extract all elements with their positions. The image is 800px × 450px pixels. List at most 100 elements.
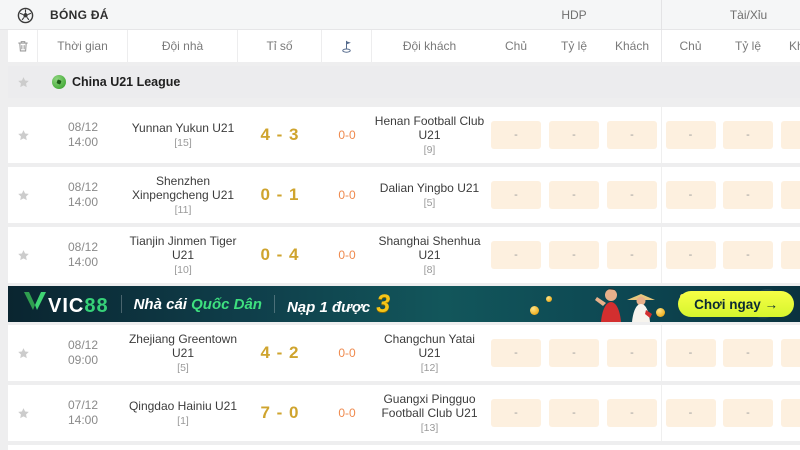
half-time-score: 0-0: [338, 406, 356, 420]
match-row: 08/12 14:00 Tianjin Jinmen Tiger U21 [10] …: [8, 227, 800, 283]
banner-tagline-2: Nạp 1 được 3: [286, 289, 391, 318]
odds-ou-rate[interactable]: -: [723, 121, 773, 149]
favorite-star-icon[interactable]: [8, 407, 38, 420]
corner-flag-icon[interactable]: [322, 30, 372, 62]
vic88-v-icon: [24, 292, 46, 310]
banner-divider: [273, 295, 275, 313]
odds-hdp-away[interactable]: -: [607, 241, 657, 269]
odds-hdp-away[interactable]: -: [607, 121, 657, 149]
coin-icon: [546, 296, 552, 302]
banner-people-illustration: [595, 288, 655, 322]
away-team[interactable]: Guangxi Pingguo Football Club U21 [13]: [381, 392, 478, 434]
odds-hdp-home[interactable]: -: [491, 339, 541, 367]
half-time-score: 0-0: [338, 346, 356, 360]
away-team[interactable]: Shanghai Shenhua U21 [8]: [378, 234, 481, 276]
odds-hdp-rate[interactable]: -: [549, 339, 599, 367]
odds-hdp-home[interactable]: -: [491, 241, 541, 269]
full-time-score: 7 - 0: [260, 403, 300, 422]
header-hdp-odds: Tỷ lệ: [560, 39, 587, 53]
odds-hdp-rate[interactable]: -: [549, 241, 599, 269]
banner-tagline-1: Nhà cái Quốc Dân: [133, 295, 262, 313]
odds-ou-rate[interactable]: -: [723, 241, 773, 269]
league-name: China U21 League: [72, 75, 181, 89]
play-now-button[interactable]: Chơi ngay →: [678, 291, 794, 317]
header-hdp-home: Chủ: [504, 39, 527, 53]
home-team[interactable]: Shenzhen Xinpengcheng U21 [11]: [131, 174, 235, 216]
away-team[interactable]: Dalian Yingbo U21 [5]: [379, 181, 480, 209]
odds-ou-rate[interactable]: -: [723, 399, 773, 427]
header-score: Tỉ số: [238, 30, 322, 62]
banner-divider: [120, 295, 122, 313]
column-group-over-under: Tài/Xỉu: [661, 0, 800, 30]
odds-ou-away[interactable]: -: [781, 121, 800, 149]
favorite-star-icon[interactable]: [8, 129, 38, 142]
match-row: 08/12 14:00 Yunnan Yukun U21 [15] 4 - 3 0-…: [8, 107, 800, 163]
odds-ou-home[interactable]: -: [665, 241, 716, 269]
table-header: Thời gian Đội nhà Tỉ số Đội khách Chủ Tỷ…: [8, 30, 800, 62]
home-team[interactable]: Yunnan Yukun U21 [15]: [131, 121, 235, 149]
coin-icon: [656, 308, 665, 317]
match-row: 08/12 09:00 Zhejiang Greentown U21 [5] 4 -…: [8, 325, 800, 381]
vic88-logo: VIC 88: [22, 290, 109, 318]
top-bar: BÓNG ĐÁ HDP Tài/Xỉu: [0, 0, 800, 30]
coin-icon: [530, 306, 539, 315]
away-team[interactable]: Henan Football Club U21 [9]: [374, 114, 485, 156]
odds-hdp-rate[interactable]: -: [549, 181, 599, 209]
odds-ou-home[interactable]: -: [665, 121, 716, 149]
home-team[interactable]: Qingdao Hainiu U21 [1]: [128, 399, 238, 427]
match-row: 08/12 14:00 Shenzhen Xinpengcheng U21 [11]…: [8, 167, 800, 223]
odds-hdp-home[interactable]: -: [491, 121, 541, 149]
home-team[interactable]: Tianjin Jinmen Tiger U21 [10]: [129, 234, 237, 276]
header-away-team: Đội khách: [402, 39, 457, 53]
match-time: 08/12 09:00: [67, 338, 99, 367]
odds-hdp-rate[interactable]: -: [549, 399, 599, 427]
half-time-score: 0-0: [338, 188, 356, 202]
half-time-score: 0-0: [338, 248, 356, 262]
header-ou-home: Chủ: [661, 30, 719, 62]
odds-ou-rate[interactable]: -: [723, 181, 773, 209]
odds-ou-away[interactable]: -: [781, 399, 800, 427]
sport-title: BÓNG ĐÁ: [50, 8, 109, 22]
away-team[interactable]: Changchun Yatai U21 [12]: [384, 332, 475, 374]
odds-ou-rate[interactable]: -: [723, 339, 773, 367]
match-time: 08/12 14:00: [67, 240, 99, 269]
match-time: 07/12 14:00: [67, 398, 99, 427]
header-ou-away: Khách: [788, 39, 800, 53]
odds-hdp-away[interactable]: -: [607, 399, 657, 427]
league-favorite-star-icon[interactable]: [8, 76, 38, 89]
odds-hdp-away[interactable]: -: [607, 181, 657, 209]
odds-ou-home[interactable]: -: [665, 339, 716, 367]
header-home-team: Đội nhà: [128, 30, 238, 62]
odds-ou-home[interactable]: -: [665, 399, 716, 427]
league-row[interactable]: China U21 League: [8, 66, 800, 98]
match-row: 07/12 14:00 Qingdao Hainiu U21 [1] 7 - 0 0…: [8, 385, 800, 441]
header-time: Thời gian: [38, 30, 128, 62]
match-time: 08/12 14:00: [67, 120, 99, 149]
odds-hdp-rate[interactable]: -: [549, 121, 599, 149]
full-time-score: 0 - 1: [260, 185, 300, 204]
home-team[interactable]: Zhejiang Greentown U21 [5]: [128, 332, 238, 374]
next-row-partial: [8, 445, 800, 450]
favorite-star-icon[interactable]: [8, 189, 38, 202]
favorite-star-icon[interactable]: [8, 249, 38, 262]
odds-ou-home[interactable]: -: [665, 181, 716, 209]
odds-ou-away[interactable]: -: [781, 339, 800, 367]
full-time-score: 4 - 3: [260, 125, 300, 144]
half-time-score: 0-0: [338, 128, 356, 142]
header-hdp-away: Khách: [614, 39, 650, 53]
odds-hdp-away[interactable]: -: [607, 339, 657, 367]
odds-ou-away[interactable]: -: [781, 241, 800, 269]
favorite-star-icon[interactable]: [8, 347, 38, 360]
odds-hdp-home[interactable]: -: [491, 399, 541, 427]
full-time-score: 4 - 2: [260, 343, 300, 362]
header-ou-odds: Tỷ lệ: [734, 39, 761, 53]
odds-ou-away[interactable]: -: [781, 181, 800, 209]
match-time: 08/12 14:00: [67, 180, 99, 209]
trash-icon[interactable]: [8, 30, 38, 62]
column-group-hdp: HDP: [561, 8, 587, 22]
full-time-score: 0 - 4: [260, 245, 300, 264]
league-logo: [52, 75, 66, 89]
soccer-ball-icon: [17, 7, 34, 24]
odds-hdp-home[interactable]: -: [491, 181, 541, 209]
